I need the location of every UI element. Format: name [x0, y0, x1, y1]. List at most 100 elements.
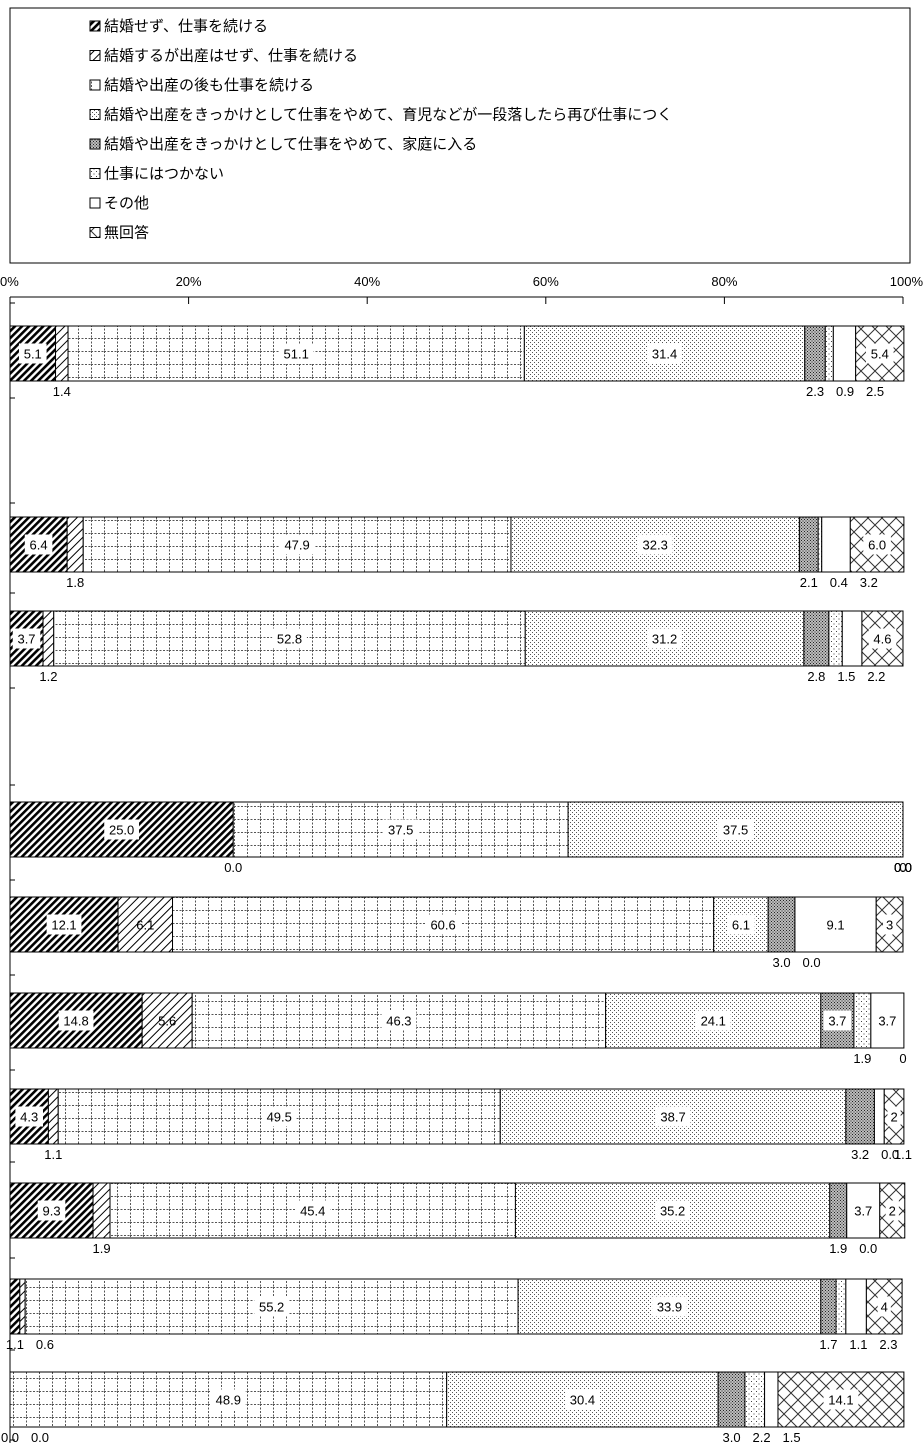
data-label: 2.3 — [879, 1337, 897, 1352]
x-axis: 0% 20% 40% 60% 80% 100% — [0, 274, 923, 1443]
data-label: 0 — [899, 1051, 906, 1066]
data-label: 0.0 — [1, 1430, 19, 1443]
data-label: 37.5 — [723, 823, 748, 838]
data-label: 31.2 — [652, 632, 677, 647]
bar-segment — [853, 992, 872, 1049]
bar-segment — [841, 610, 863, 667]
data-label-bg — [655, 1200, 691, 1221]
data-label: 37.5 — [388, 823, 413, 838]
data-label: 46.3 — [386, 1014, 411, 1029]
data-label: 25.0 — [109, 823, 134, 838]
legend-item: 結婚や出産をきっかけとして仕事をやめて、家庭に入る — [104, 136, 477, 153]
data-label-bg — [279, 534, 315, 555]
data-label: 30.4 — [570, 1393, 595, 1408]
data-label: 0.0 — [881, 1147, 899, 1162]
data-label-bg — [695, 1010, 731, 1031]
data-label: 4.3 — [20, 1110, 38, 1125]
data-label-bg — [647, 343, 682, 364]
data-label-bg — [210, 1389, 246, 1410]
bar-segment — [835, 1278, 847, 1335]
legend-box — [9, 7, 911, 264]
data-label: 52.8 — [277, 632, 302, 647]
data-label: 1.9 — [853, 1051, 871, 1066]
data-label: 3.0 — [723, 1430, 741, 1443]
data-label: 51.1 — [284, 347, 309, 362]
legend-swatch — [89, 50, 101, 61]
data-label-bg — [278, 343, 314, 364]
data-label-bg — [12, 628, 41, 649]
data-label: 9.3 — [42, 1204, 60, 1219]
legend-item: 結婚せず、仕事を続ける — [104, 18, 268, 35]
legend-item: 仕事にはつかない — [104, 166, 224, 183]
bar-row: 4.3 49.5 38.7 21.1 3.2 0.01.1 — [9, 1088, 912, 1162]
data-label: 6.1 — [732, 918, 750, 933]
data-label-bg — [425, 914, 461, 935]
bar-segment — [117, 896, 174, 953]
data-label: 1.8 — [66, 575, 84, 590]
data-label: 0.0 — [859, 1241, 877, 1256]
data-label: 1.1 — [44, 1147, 62, 1162]
bar-segment — [744, 1371, 766, 1428]
bar-segment — [42, 610, 55, 667]
bar-segment — [829, 1182, 848, 1239]
bar-segment — [19, 1278, 26, 1335]
data-label: 32.3 — [643, 538, 668, 553]
data-label: 1.1 — [6, 1337, 24, 1352]
data-label-bg — [104, 819, 140, 840]
data-label: 2.2 — [867, 669, 885, 684]
bar-segment — [794, 896, 877, 953]
data-label-bg — [885, 1200, 899, 1221]
data-label: 5.1 — [24, 347, 42, 362]
legend-swatch — [89, 20, 101, 32]
bar-segment — [717, 1371, 746, 1428]
data-label-bg — [887, 1106, 901, 1127]
data-label: 2 — [889, 1204, 896, 1219]
data-label: 48.9 — [216, 1393, 241, 1408]
data-label-bg — [655, 1106, 691, 1127]
data-label: 3.0 — [773, 955, 791, 970]
data-label: 2.3 — [806, 384, 824, 399]
data-label: 2.5 — [866, 384, 884, 399]
data-label: 4 — [881, 1300, 888, 1315]
data-label-bg — [718, 819, 753, 840]
data-label-bg — [823, 1389, 859, 1410]
bar-row: 25.0 37.5 37.50.0 0.00.00.00 — [9, 801, 912, 875]
data-label: 12.1 — [51, 918, 76, 933]
data-label: 55.2 — [259, 1300, 284, 1315]
legend-swatch — [89, 109, 101, 120]
bar-segment — [764, 1371, 779, 1428]
x-tick-label: 100% — [890, 274, 923, 289]
data-label: 3.7 — [854, 1204, 872, 1219]
data-label: 1.9 — [92, 1241, 110, 1256]
bar-row: 12.1 6.1 60.6 6.1 9.1 3 3.0 0.0 — [9, 896, 904, 970]
data-label-bg — [877, 1296, 891, 1317]
data-label: 0.0 — [803, 955, 821, 970]
bar-segment — [821, 516, 851, 573]
data-label: 1.4 — [53, 384, 71, 399]
data-label: 1.5 — [837, 669, 855, 684]
bar-segment — [832, 325, 857, 382]
data-label: 14.8 — [63, 1014, 88, 1029]
legend-swatch — [89, 197, 101, 209]
bar-segment — [47, 1088, 59, 1145]
data-label: 1.9 — [829, 1241, 847, 1256]
bar-row: 5.1 51.1 31.4 5.4 1.4 2.3 0.9 2.5 — [9, 325, 905, 399]
data-label: 1.1 — [894, 1147, 912, 1162]
bar-segment — [9, 1278, 21, 1335]
data-label-bg — [727, 914, 755, 935]
data-label: 0.0 — [31, 1430, 49, 1443]
data-label-bg — [565, 1389, 600, 1410]
data-label-bg — [37, 1200, 66, 1221]
bar-segment — [798, 516, 819, 573]
data-label-bg — [254, 1296, 290, 1317]
data-label: 24.1 — [701, 1014, 726, 1029]
data-label-bg — [383, 819, 419, 840]
data-label: 0.9 — [836, 384, 854, 399]
data-label: 0 — [899, 860, 906, 875]
data-label-bg — [18, 343, 47, 364]
data-label: 5.6 — [158, 1014, 176, 1029]
data-label: 3.2 — [851, 1147, 869, 1162]
data-label: 2 — [890, 1110, 897, 1125]
bar-row: 48.9 30.4 14.1 0.0 0.0 3.0 2.2 1.5 — [1, 1371, 905, 1443]
bar-segment — [820, 1278, 837, 1335]
